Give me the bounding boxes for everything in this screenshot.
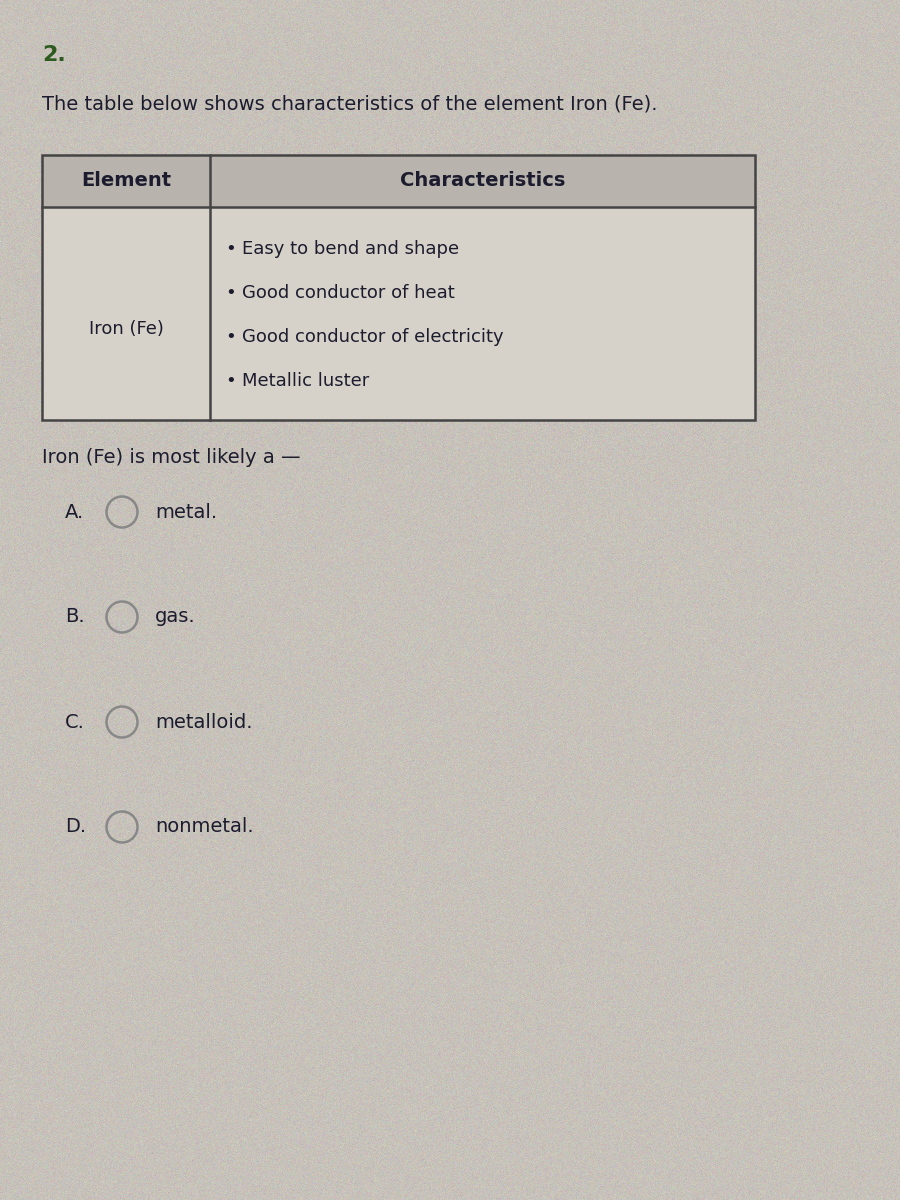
Text: metal.: metal. — [155, 503, 217, 522]
Text: Easy to bend and shape: Easy to bend and shape — [242, 240, 459, 258]
Text: Characteristics: Characteristics — [400, 172, 565, 191]
Text: •: • — [225, 372, 236, 390]
Text: metalloid.: metalloid. — [155, 713, 253, 732]
Text: gas.: gas. — [155, 607, 195, 626]
Text: •: • — [225, 240, 236, 258]
Text: •: • — [225, 328, 236, 346]
Text: Good conductor of heat: Good conductor of heat — [242, 284, 454, 302]
Text: A.: A. — [65, 503, 85, 522]
Text: Metallic luster: Metallic luster — [242, 372, 369, 390]
Text: Element: Element — [81, 172, 171, 191]
FancyBboxPatch shape — [42, 155, 755, 206]
Text: Iron (Fe): Iron (Fe) — [88, 319, 164, 337]
FancyBboxPatch shape — [42, 206, 755, 420]
Text: •: • — [225, 284, 236, 302]
Text: B.: B. — [65, 607, 85, 626]
Text: C.: C. — [65, 713, 85, 732]
Text: D.: D. — [65, 817, 86, 836]
Text: The table below shows characteristics of the element Iron (Fe).: The table below shows characteristics of… — [42, 95, 658, 114]
Text: Good conductor of electricity: Good conductor of electricity — [242, 328, 504, 346]
Text: 2.: 2. — [42, 44, 66, 65]
Text: nonmetal.: nonmetal. — [155, 817, 254, 836]
Text: Iron (Fe) is most likely a —: Iron (Fe) is most likely a — — [42, 448, 301, 467]
